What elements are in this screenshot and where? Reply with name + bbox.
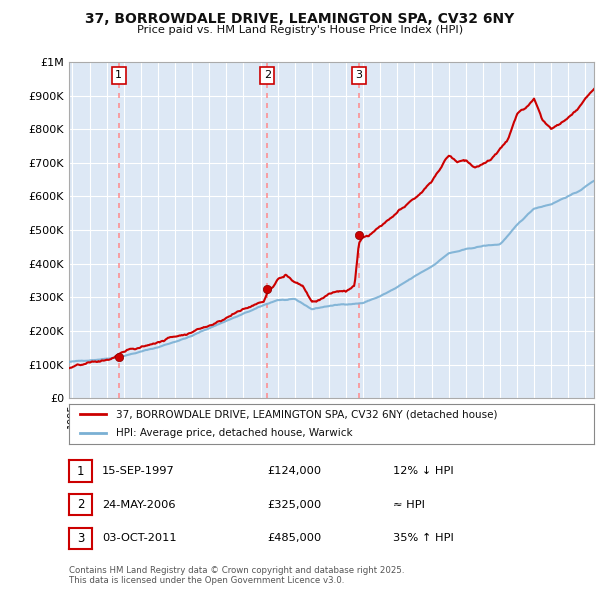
Text: 03-OCT-2011: 03-OCT-2011 xyxy=(102,533,176,543)
Text: £124,000: £124,000 xyxy=(267,466,321,476)
Text: 3: 3 xyxy=(77,532,84,545)
Text: 3: 3 xyxy=(355,70,362,80)
Text: £325,000: £325,000 xyxy=(267,500,321,510)
Text: 37, BORROWDALE DRIVE, LEAMINGTON SPA, CV32 6NY: 37, BORROWDALE DRIVE, LEAMINGTON SPA, CV… xyxy=(85,12,515,26)
Text: 15-SEP-1997: 15-SEP-1997 xyxy=(102,466,175,476)
Text: 12% ↓ HPI: 12% ↓ HPI xyxy=(393,466,454,476)
Text: 1: 1 xyxy=(115,70,122,80)
Text: ≈ HPI: ≈ HPI xyxy=(393,500,425,510)
Text: £485,000: £485,000 xyxy=(267,533,321,543)
Text: 37, BORROWDALE DRIVE, LEAMINGTON SPA, CV32 6NY (detached house): 37, BORROWDALE DRIVE, LEAMINGTON SPA, CV… xyxy=(116,409,498,419)
Text: 1: 1 xyxy=(77,464,84,478)
Text: 2: 2 xyxy=(263,70,271,80)
Text: 2: 2 xyxy=(77,498,84,512)
Text: 24-MAY-2006: 24-MAY-2006 xyxy=(102,500,176,510)
Text: 35% ↑ HPI: 35% ↑ HPI xyxy=(393,533,454,543)
Text: HPI: Average price, detached house, Warwick: HPI: Average price, detached house, Warw… xyxy=(116,428,353,438)
Text: Price paid vs. HM Land Registry's House Price Index (HPI): Price paid vs. HM Land Registry's House … xyxy=(137,25,463,35)
Text: Contains HM Land Registry data © Crown copyright and database right 2025.
This d: Contains HM Land Registry data © Crown c… xyxy=(69,566,404,585)
